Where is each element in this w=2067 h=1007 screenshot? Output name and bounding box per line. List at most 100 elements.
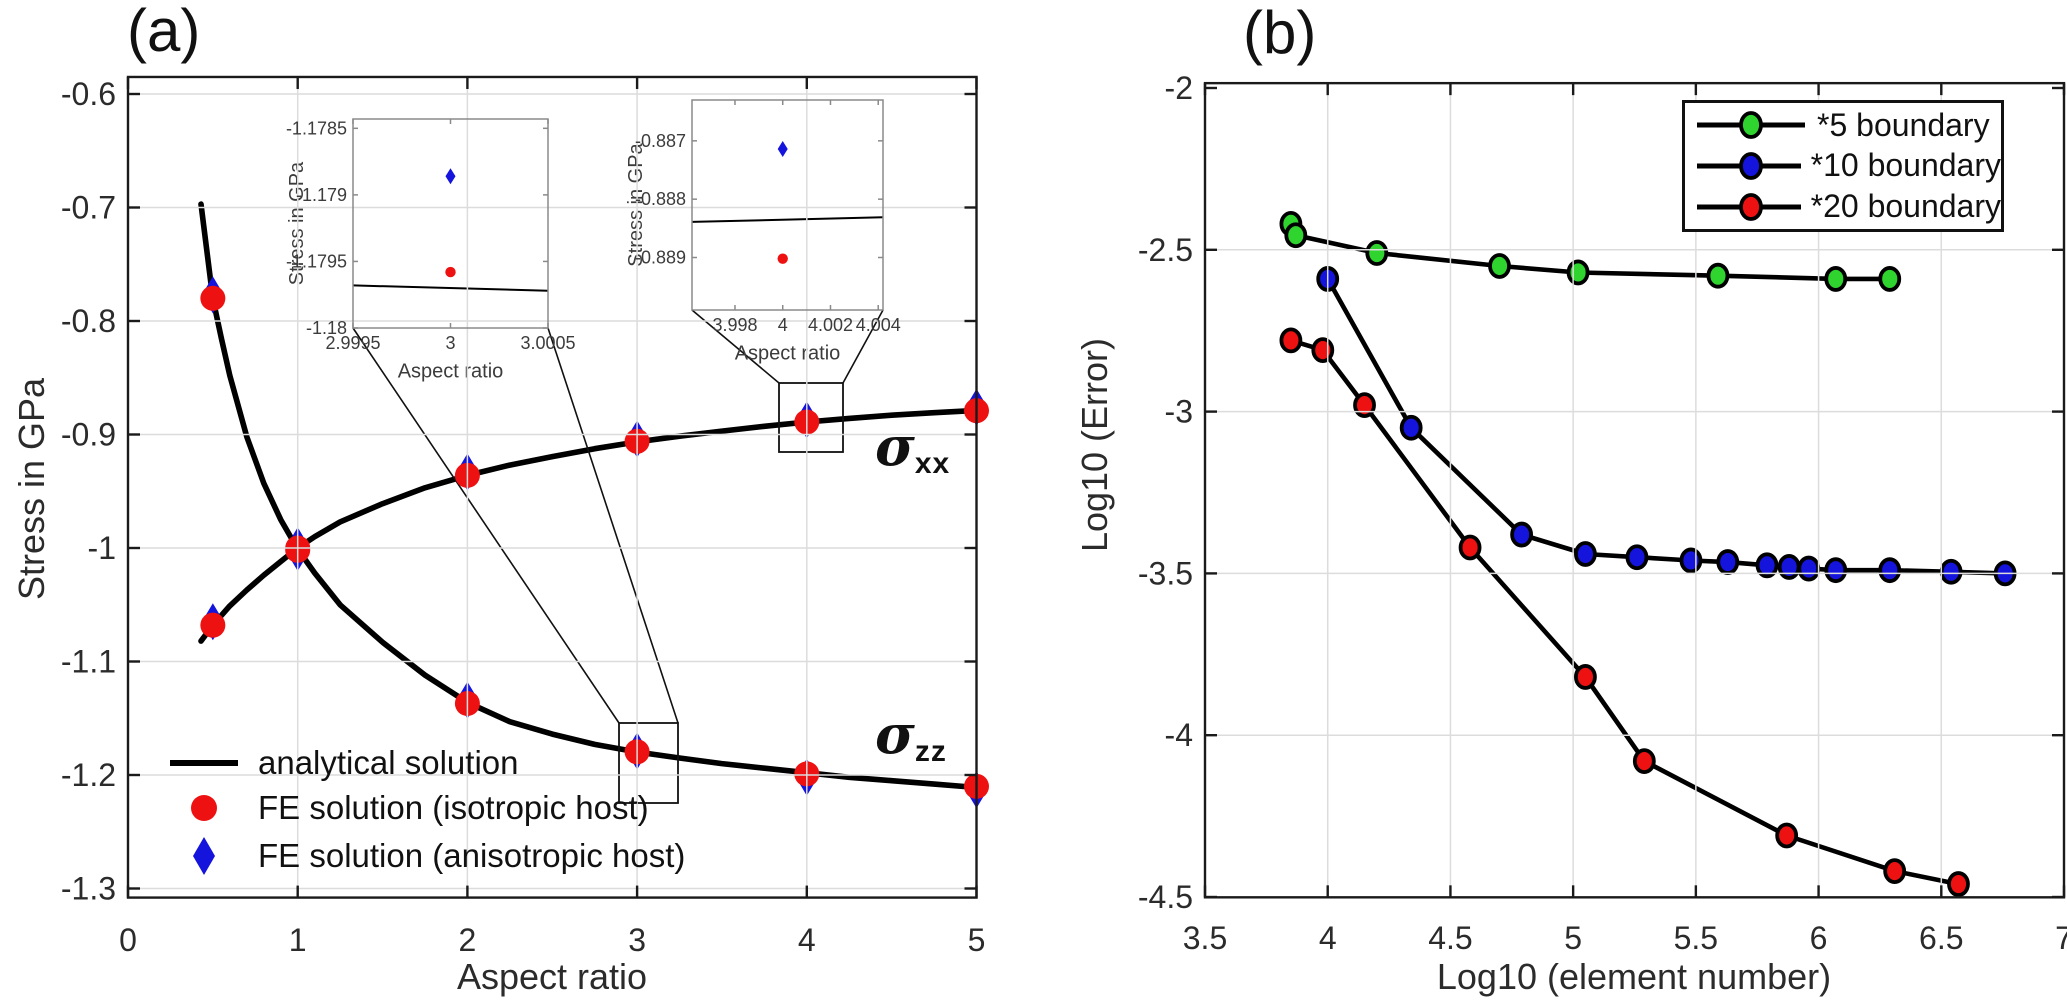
x20 boundary-markers <box>1279 327 1970 897</box>
legend-b-5-label: *5 boundary <box>1817 106 1990 143</box>
svg-text:3.998: 3.998 <box>712 315 757 335</box>
legend-b-20-label: *20 boundary <box>1810 188 2001 225</box>
svg-text:-1.1: -1.1 <box>61 644 116 680</box>
legend-b-row-20: *20 boundary <box>1695 187 2001 227</box>
panel-b-xlabel: Log10 (element number) <box>1436 956 1832 997</box>
svg-text:-0.6: -0.6 <box>61 76 116 112</box>
inset-inset_x3-ticks <box>352 119 549 329</box>
legend-a-isotropic: FE solution (isotropic host) <box>168 786 649 830</box>
panel-b <box>1279 211 2017 897</box>
sigma-xx-annotation: σxx <box>875 414 950 481</box>
svg-text:5: 5 <box>1564 920 1582 956</box>
panel-a-xlabel: Aspect ratio <box>456 956 648 997</box>
sigma_xx-curve <box>198 407 980 644</box>
x20 boundary-line <box>1288 338 1961 887</box>
svg-text:-1.2: -1.2 <box>61 757 116 793</box>
svg-text:-4.5: -4.5 <box>1138 879 1193 915</box>
panel-a-ticks <box>126 76 978 898</box>
svg-text:-1.18: -1.18 <box>306 318 347 338</box>
svg-text:3: 3 <box>628 922 646 958</box>
panel-b-ylabel: Log10 (Error) <box>1074 337 1115 553</box>
legend-b-row-10: *10 boundary <box>1695 146 2001 186</box>
svg-text:Aspect ratio: Aspect ratio <box>735 343 841 365</box>
svg-text:2: 2 <box>459 922 477 958</box>
svg-text:4.5: 4.5 <box>1428 920 1472 956</box>
svg-text:6.5: 6.5 <box>1919 920 1963 956</box>
sigma-xx-subscript: xx <box>914 447 951 480</box>
panel-b-ticks <box>1203 83 2066 899</box>
sigma-xx-symbol: σ <box>875 414 915 478</box>
svg-text:-4: -4 <box>1165 717 1193 753</box>
svg-text:-0.888: -0.888 <box>635 189 686 209</box>
legend-a-analytical-label: analytical solution <box>258 744 519 781</box>
svg-text:4.002: 4.002 <box>808 315 853 335</box>
inset-inset_x4-tick-labels: 3.998 4 4.002 4.004 -0.887 -0.888 -0.889 <box>635 131 901 335</box>
boundary20-swatch <box>1697 192 1801 221</box>
svg-text:Stress in GPa: Stress in GPa <box>625 142 647 266</box>
x5 boundary-markers <box>1279 211 1902 292</box>
inset-inset_x3-tick-labels: 2.9995 3 3.0005 -1.1785 -1.179 -1.1795 -1.18 <box>286 118 576 352</box>
panel-a-axes: 0 1 2 3 4 5 -0.6 -0.7 -0.8 -0.9 -1 -1.1 -1.2 -1.3 <box>61 75 986 958</box>
svg-text:-3.5: -3.5 <box>1138 555 1193 591</box>
svg-text:-1.1795: -1.1795 <box>286 251 347 271</box>
inset-inset_x4-axes: 3.998 4 4.002 4.004 -0.887 -0.888 -0.889 <box>635 99 901 335</box>
svg-text:-1.179: -1.179 <box>296 185 347 205</box>
panel-a-ylabel: Stress in GPa <box>11 377 52 601</box>
svg-text:-0.9: -0.9 <box>61 417 116 453</box>
x10 boundary-markers <box>1316 266 2017 587</box>
svg-text:-3: -3 <box>1165 394 1193 430</box>
svg-text:4: 4 <box>1319 920 1337 956</box>
boundary10-swatch <box>1697 152 1801 180</box>
panel-a-grid <box>128 76 977 898</box>
legend-a-analytical: analytical solution <box>168 741 519 785</box>
legend-b-box: *5 boundary *10 boundary *20 boundary <box>1682 100 2004 232</box>
legend-b-10-label: *10 boundary <box>1810 147 2001 184</box>
svg-text:-1.1785: -1.1785 <box>286 118 347 138</box>
svg-text:6: 6 <box>1810 920 1828 956</box>
legend-a-isotropic-label: FE solution (isotropic host) <box>258 789 649 826</box>
panel-a-tick-labels: 0 1 2 3 4 5 -0.6 -0.7 -0.8 -0.9 -1 -1.1 -1.2 -1.3 <box>61 76 986 958</box>
panel-b-axes: 3.5 4 4.5 5 5.5 6 6.5 7 -2 -2.5 -3 -3.5 -4 -4.5 <box>1138 70 2067 956</box>
svg-text:3: 3 <box>445 333 455 353</box>
sigma-zz-symbol: σ <box>875 702 915 766</box>
panel-a-title: (a) <box>127 0 201 64</box>
sigma-zz-subscript: zz <box>914 735 947 768</box>
error-series <box>1279 211 2017 897</box>
svg-text:-0.889: -0.889 <box>635 248 686 268</box>
legend-b-row-5: *5 boundary <box>1695 105 2001 145</box>
svg-text:7: 7 <box>2055 920 2067 956</box>
analytical-line-swatch <box>170 760 238 766</box>
svg-text:5: 5 <box>968 922 986 958</box>
panel-b-tick-labels: 3.5 4 4.5 5 5.5 6 6.5 7 -2 -2.5 -3 -3.5 -4 -4.5 <box>1138 70 2067 956</box>
sigma-zz-annotation: σzz <box>875 702 947 769</box>
svg-text:Aspect ratio: Aspect ratio <box>398 361 504 383</box>
anisotropic-diamond-swatch <box>193 837 215 875</box>
svg-text:0: 0 <box>119 922 137 958</box>
boundary5-swatch <box>1697 111 1805 140</box>
x5 boundary-line <box>1288 221 1892 282</box>
svg-text:-0.8: -0.8 <box>61 303 116 339</box>
isotropic-circle-swatch <box>191 795 217 821</box>
svg-text:-0.7: -0.7 <box>61 190 116 226</box>
x10 boundary-line <box>1325 276 2008 576</box>
svg-text:1: 1 <box>289 922 307 958</box>
svg-text:3.0005: 3.0005 <box>520 333 575 353</box>
fe-markers <box>200 276 989 809</box>
svg-text:4.004: 4.004 <box>856 315 901 335</box>
legend-a-anisotropic: FE solution (anisotropic host) <box>168 834 685 878</box>
zoom-links <box>352 309 884 804</box>
inset-inset_x4-ticks <box>692 100 883 310</box>
svg-text:-1: -1 <box>88 530 116 566</box>
inset-inset_x3-axes: 2.9995 3 3.0005 -1.1785 -1.179 -1.1795 -1.18 <box>286 118 576 353</box>
panel-b-title: (b) <box>1243 0 1317 66</box>
svg-text:2.9995: 2.9995 <box>325 333 380 353</box>
svg-text:5.5: 5.5 <box>1674 920 1718 956</box>
svg-text:-0.887: -0.887 <box>635 131 686 151</box>
svg-text:-1.3: -1.3 <box>61 871 116 907</box>
svg-text:-2: -2 <box>1165 70 1193 106</box>
legend-a-anisotropic-label: FE solution (anisotropic host) <box>258 837 686 874</box>
